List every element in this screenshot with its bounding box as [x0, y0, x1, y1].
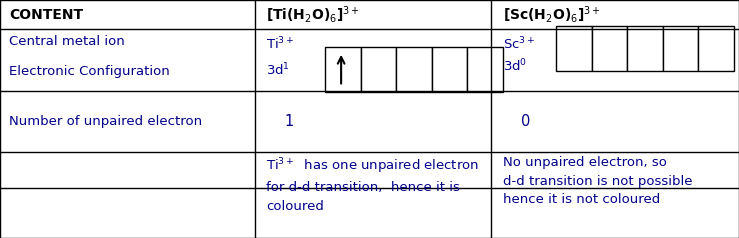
- Bar: [627, 26, 663, 71]
- Bar: [698, 26, 734, 71]
- Bar: [432, 47, 467, 92]
- Bar: [592, 26, 627, 71]
- Text: Electronic Configuration: Electronic Configuration: [9, 65, 170, 78]
- Text: 3d$^1$: 3d$^1$: [266, 61, 290, 78]
- Bar: [663, 26, 698, 71]
- Text: 0: 0: [521, 114, 531, 129]
- Bar: [396, 47, 432, 92]
- Text: CONTENT: CONTENT: [9, 8, 83, 22]
- Text: Ti$^{3+}$: Ti$^{3+}$: [266, 35, 294, 52]
- Bar: [556, 26, 592, 71]
- Bar: [361, 47, 396, 92]
- Text: No unpaired electron, so
d-d transition is not possible
hence it is not coloured: No unpaired electron, so d-d transition …: [503, 156, 692, 206]
- Bar: [467, 47, 503, 92]
- Text: 1: 1: [285, 114, 294, 129]
- Text: [Ti(H$_2$O)$_6$]$^{3+}$: [Ti(H$_2$O)$_6$]$^{3+}$: [266, 4, 360, 25]
- Text: Central metal ion: Central metal ion: [9, 35, 125, 48]
- Text: Sc$^{3+}$: Sc$^{3+}$: [503, 35, 535, 52]
- Text: [Sc(H$_2$O)$_6$]$^{3+}$: [Sc(H$_2$O)$_6$]$^{3+}$: [503, 4, 600, 25]
- Text: 3d$^0$: 3d$^0$: [503, 58, 527, 74]
- Bar: [325, 47, 361, 92]
- Text: Number of unpaired electron: Number of unpaired electron: [9, 115, 202, 128]
- Text: Ti$^{3+}$  has one unpaired electron
for d-d transition,  hence it is
coloured: Ti$^{3+}$ has one unpaired electron for …: [266, 156, 479, 213]
